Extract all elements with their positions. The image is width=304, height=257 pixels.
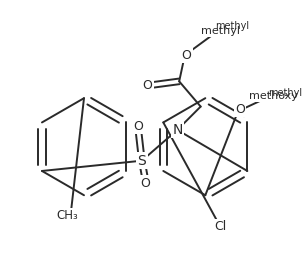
Text: O: O [133, 120, 143, 133]
Text: O: O [182, 49, 192, 62]
Text: CH₃: CH₃ [56, 209, 78, 222]
Text: O: O [141, 177, 150, 190]
Text: N: N [172, 123, 182, 137]
Text: methoxy: methoxy [249, 91, 298, 101]
Text: methyl: methyl [216, 21, 250, 31]
Text: O: O [235, 103, 245, 116]
Text: methyl: methyl [268, 88, 302, 98]
Text: S: S [137, 154, 146, 168]
Text: Cl: Cl [214, 221, 226, 233]
Text: methyl: methyl [201, 26, 240, 36]
Text: O: O [143, 79, 152, 91]
